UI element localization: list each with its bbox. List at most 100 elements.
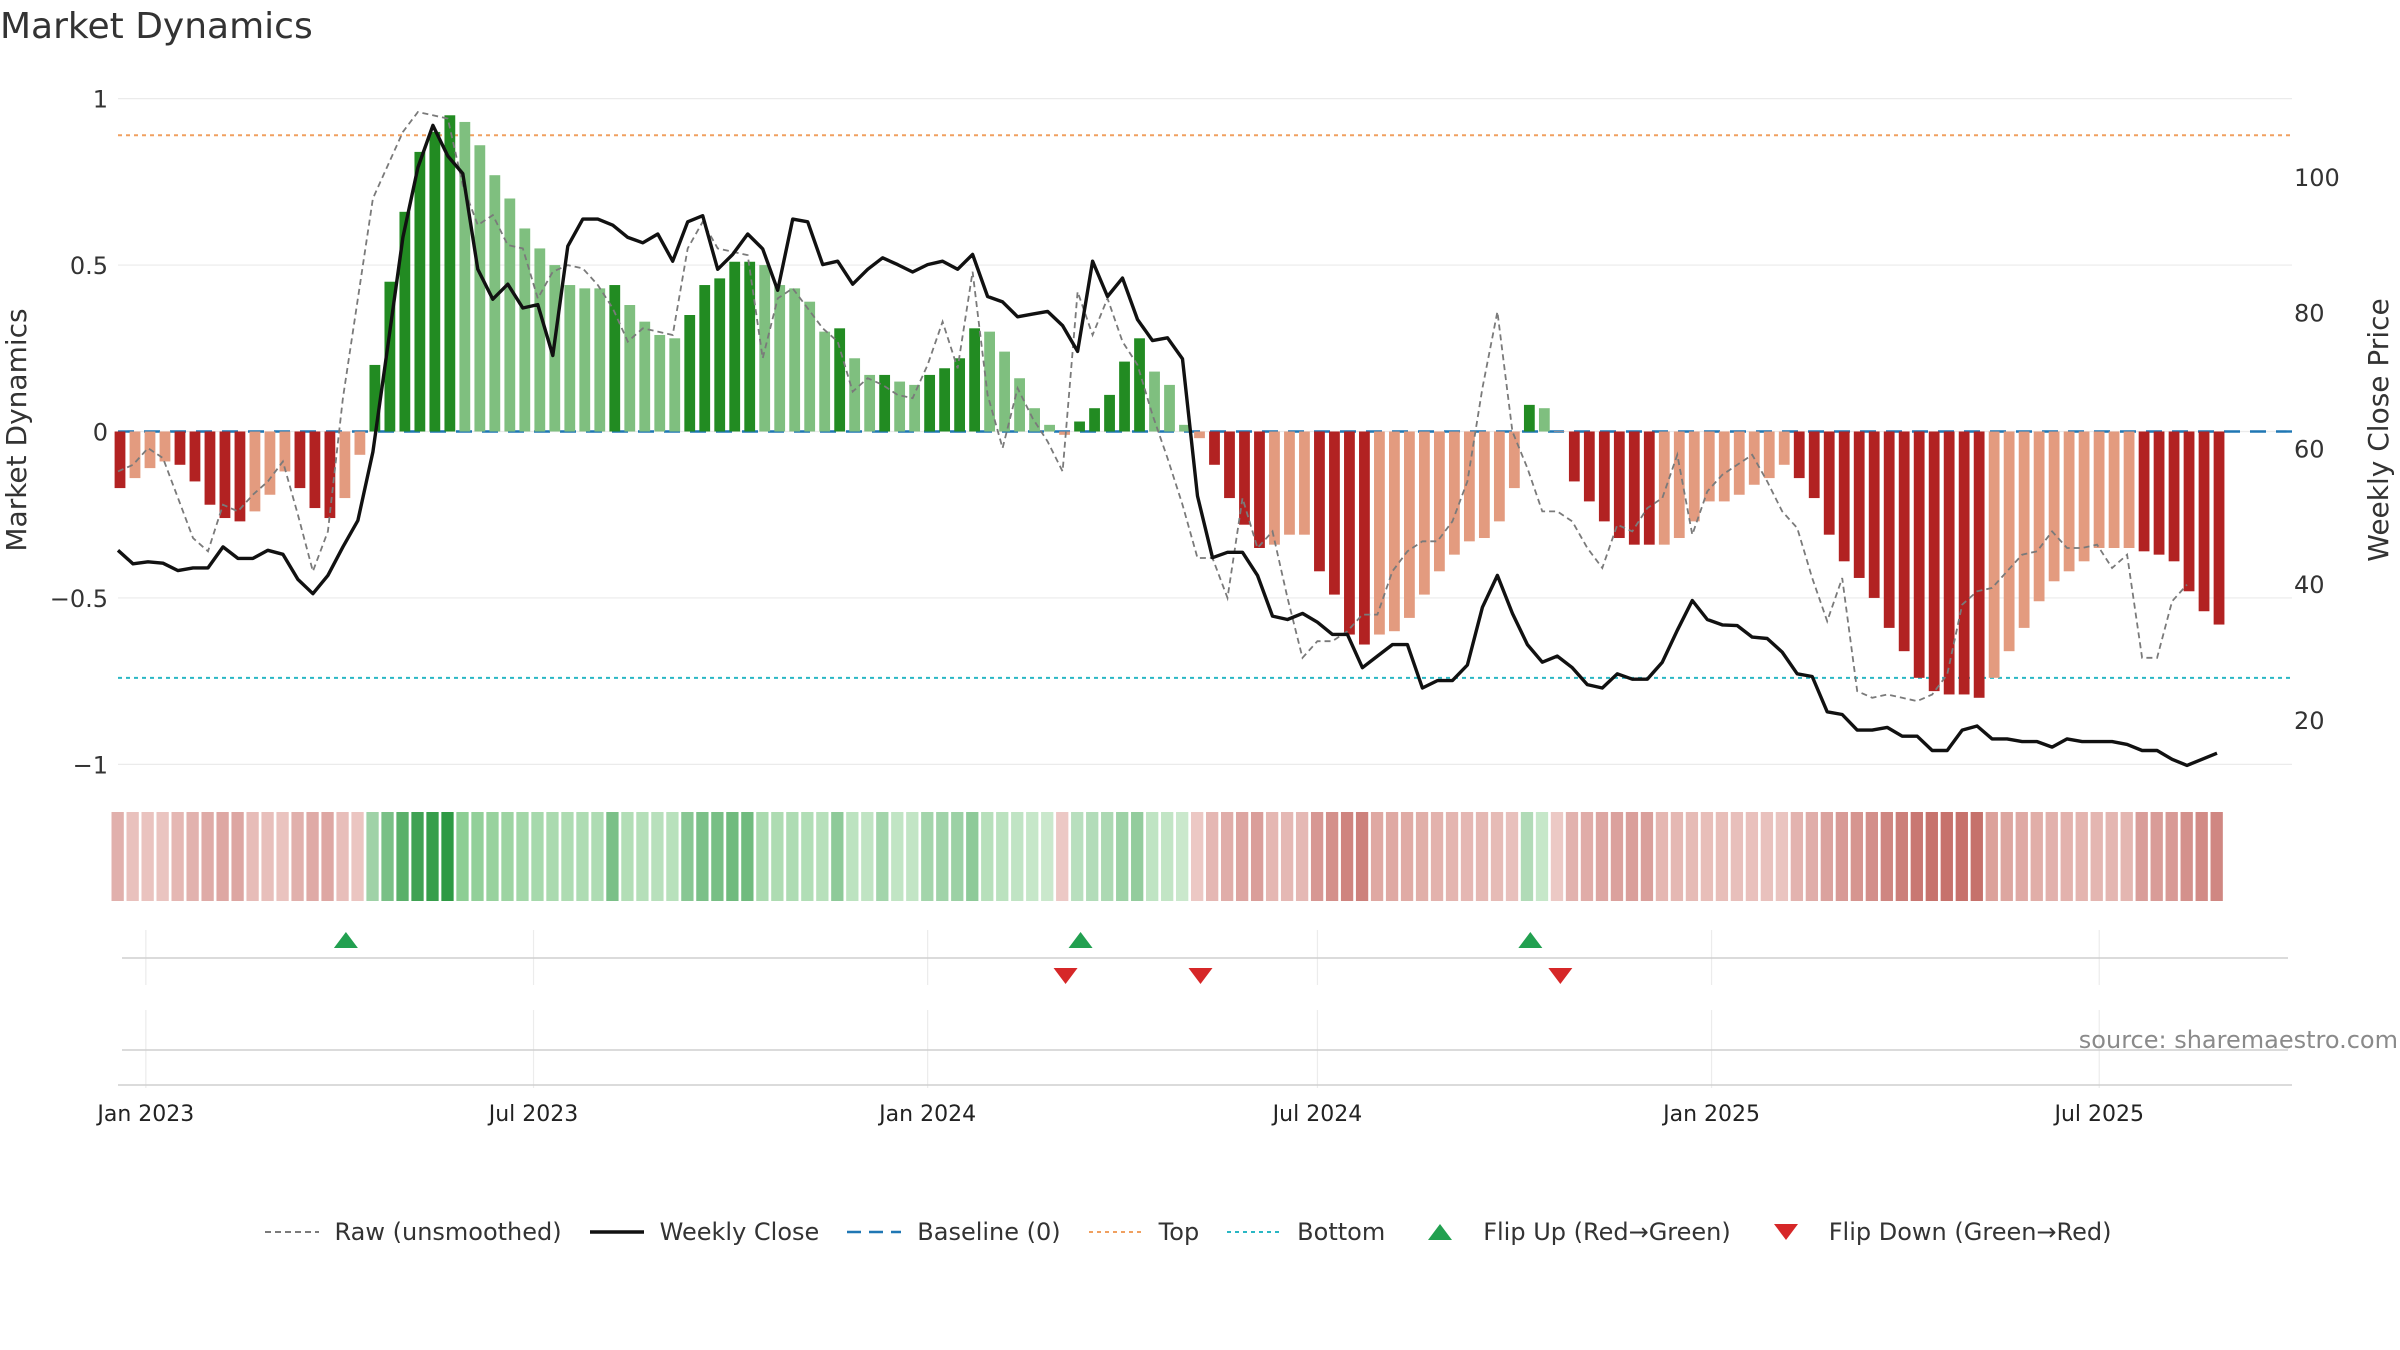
legend-item-bottom: Bottom — [1225, 1218, 1385, 1246]
bar-series — [114, 115, 2225, 698]
y2-axis-label: Weekly Close Price — [2362, 298, 2395, 561]
bar — [804, 301, 816, 432]
bar — [1254, 431, 1265, 548]
heat-cell — [441, 812, 454, 901]
heat-cell — [1445, 812, 1459, 901]
bar — [1658, 431, 1670, 545]
heat-cell — [2015, 812, 2028, 901]
heat-cell — [1910, 812, 1923, 901]
heat-cell — [1850, 812, 1863, 901]
heat-cell — [1146, 812, 1159, 901]
bar — [519, 228, 531, 432]
x-tick-label: Jan 2024 — [877, 1102, 976, 1127]
heat-cell — [171, 812, 184, 901]
y2-tick-label: 60 — [2294, 435, 2325, 463]
bar — [1853, 431, 1865, 578]
legend-item-baseline: Baseline (0) — [845, 1218, 1061, 1246]
heat-cell — [1325, 812, 1339, 901]
heat-cell — [321, 812, 334, 901]
heat-cell — [1565, 812, 1579, 901]
bar — [2198, 431, 2210, 612]
bar — [1419, 431, 1430, 595]
heat-cell — [216, 812, 229, 901]
heat-cell — [1026, 812, 1039, 901]
heat-cell — [291, 812, 304, 901]
bar — [879, 374, 891, 432]
heat-cell — [2030, 812, 2043, 901]
bar — [384, 281, 396, 432]
bar — [1044, 424, 1055, 432]
bar — [324, 431, 336, 519]
bar — [1269, 431, 1280, 545]
legend-item-flip_up: Flip Up (Red→Green) — [1411, 1218, 1731, 1246]
bar — [1898, 431, 1910, 652]
bar — [2153, 431, 2165, 555]
heat-cell — [1116, 812, 1129, 901]
heat-cell — [501, 812, 514, 901]
heat-cell — [1865, 812, 1878, 901]
x-tick-label: Jul 2023 — [487, 1102, 579, 1127]
legend-label: Weekly Close — [659, 1218, 820, 1246]
bar — [1883, 431, 1895, 628]
legend-label: Bottom — [1297, 1218, 1386, 1246]
y2-tick-label: 80 — [2294, 300, 2325, 328]
bar — [1673, 431, 1685, 539]
heat-cell — [336, 812, 349, 901]
heat-cell — [741, 812, 754, 901]
bar — [984, 331, 995, 432]
bar — [1823, 431, 1835, 535]
bar — [1344, 431, 1355, 635]
heat-cell — [1385, 812, 1399, 901]
legend: Raw (unsmoothed) Weekly Close Baseline (0)… — [0, 1212, 2400, 1252]
heat-cell — [1041, 812, 1054, 901]
bar — [1389, 431, 1400, 632]
heat-cell — [1295, 812, 1309, 901]
bar — [744, 261, 756, 432]
bar — [1613, 431, 1625, 539]
heat-cell — [1071, 812, 1084, 901]
heat-cell — [546, 812, 559, 901]
bar — [594, 288, 606, 432]
bar — [1523, 404, 1535, 432]
x-tick-label: Jan 2025 — [1661, 1102, 1760, 1127]
heat-cell — [846, 812, 859, 901]
bar — [1493, 431, 1505, 522]
axes: 1 0.5 0 −0.5 −1 100 80 60 40 20 — [50, 86, 2340, 780]
raw-series — [117, 110, 2188, 703]
bar — [1538, 408, 1550, 432]
heat-cell — [1760, 812, 1774, 901]
heat-cell — [1895, 812, 1908, 901]
heat-cell — [246, 812, 259, 901]
bar — [1973, 431, 1985, 698]
bar — [714, 278, 726, 432]
bar — [234, 431, 246, 522]
bar — [1553, 431, 1565, 432]
heat-cell — [786, 812, 799, 901]
bar — [1224, 431, 1235, 499]
bar — [339, 431, 351, 499]
heat-cell — [1595, 812, 1609, 901]
heat-cell — [486, 812, 499, 901]
heat-cell — [1925, 812, 1938, 901]
heat-cell — [141, 812, 154, 901]
heat-cell — [951, 812, 964, 901]
flip-markers-panel — [122, 930, 2288, 1088]
y-axis-label: Market Dynamics — [0, 308, 33, 551]
bar — [1463, 431, 1475, 542]
bar — [909, 384, 921, 432]
bar — [819, 331, 831, 432]
bar — [1913, 431, 1925, 678]
heat-cell — [1535, 812, 1549, 901]
heat-cell — [111, 812, 124, 901]
bar — [264, 431, 276, 495]
bar — [1448, 431, 1460, 555]
bar — [1598, 431, 1610, 522]
heat-cell — [1790, 812, 1804, 901]
bar — [2138, 431, 2150, 552]
flip-down-marker — [1548, 968, 1573, 984]
bar — [1838, 431, 1850, 562]
heat-cell — [2195, 812, 2208, 901]
heat-cell — [531, 812, 544, 901]
bar — [1329, 431, 1340, 595]
bar — [504, 198, 516, 432]
